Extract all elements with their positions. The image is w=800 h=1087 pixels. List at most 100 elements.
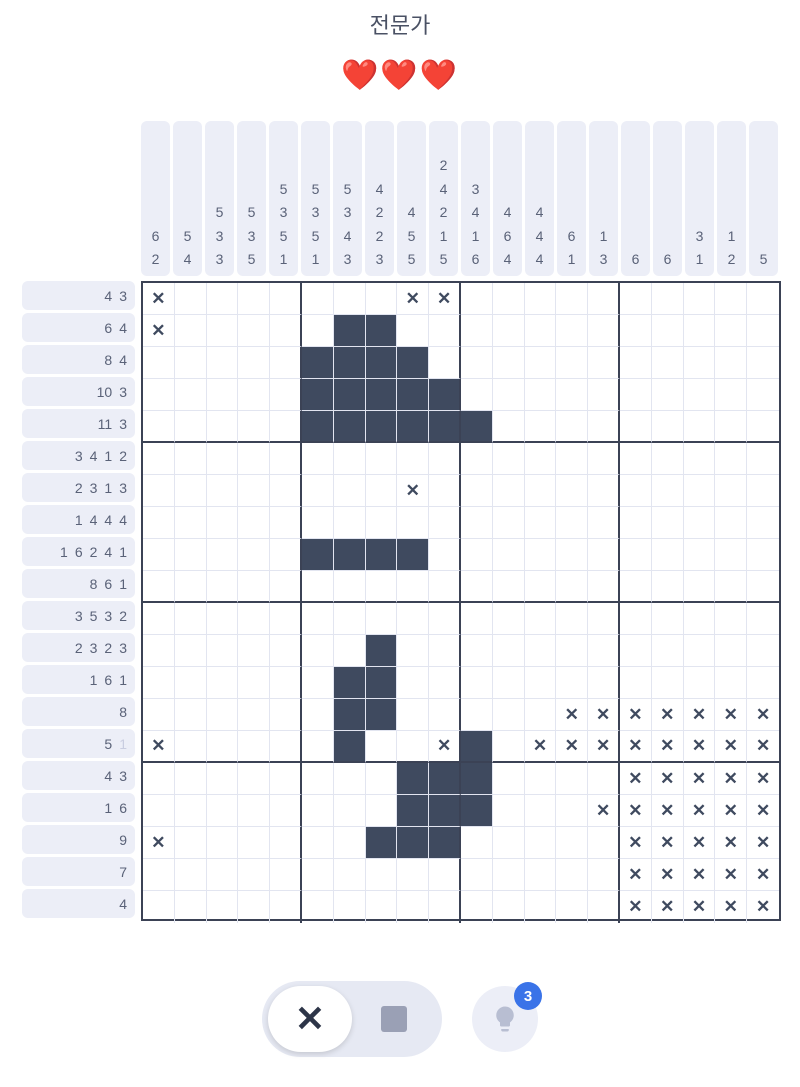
grid-cell[interactable] xyxy=(175,731,207,763)
grid-cell[interactable] xyxy=(397,443,429,475)
grid-cell[interactable] xyxy=(588,795,620,827)
grid-cell[interactable] xyxy=(429,859,461,891)
row-clue[interactable]: 8 xyxy=(22,697,135,726)
grid-cell[interactable] xyxy=(684,635,716,667)
grid-cell[interactable] xyxy=(461,635,493,667)
grid-cell[interactable] xyxy=(620,539,652,571)
grid-cell[interactable] xyxy=(334,315,366,347)
grid-cell[interactable] xyxy=(366,507,398,539)
grid-cell[interactable] xyxy=(525,379,557,411)
grid-cell[interactable] xyxy=(493,763,525,795)
grid-cell[interactable] xyxy=(556,859,588,891)
grid-cell[interactable] xyxy=(588,507,620,539)
grid-cell[interactable] xyxy=(747,315,779,347)
grid-cell[interactable] xyxy=(238,827,270,859)
grid-cell[interactable] xyxy=(493,667,525,699)
grid-cell[interactable] xyxy=(715,731,747,763)
grid-cell[interactable] xyxy=(525,283,557,315)
column-clue[interactable]: 54 xyxy=(173,121,202,276)
column-clue[interactable]: 4223 xyxy=(365,121,394,276)
grid-cell[interactable] xyxy=(747,891,779,923)
grid-cell[interactable] xyxy=(270,443,302,475)
grid-cell[interactable] xyxy=(493,539,525,571)
grid-cell[interactable] xyxy=(715,635,747,667)
grid-cell[interactable] xyxy=(493,411,525,443)
grid-cell[interactable] xyxy=(715,347,747,379)
grid-cell[interactable] xyxy=(207,347,239,379)
grid-cell[interactable] xyxy=(652,379,684,411)
grid-cell[interactable] xyxy=(620,731,652,763)
grid-cell[interactable] xyxy=(747,379,779,411)
grid-cell[interactable] xyxy=(366,411,398,443)
row-clue[interactable]: 861 xyxy=(22,569,135,598)
grid-cell[interactable] xyxy=(175,379,207,411)
grid-cell[interactable] xyxy=(493,603,525,635)
grid-cell[interactable] xyxy=(366,667,398,699)
grid-cell[interactable] xyxy=(620,859,652,891)
row-clue[interactable]: 103 xyxy=(22,377,135,406)
grid-cell[interactable] xyxy=(525,315,557,347)
grid-cell[interactable] xyxy=(588,859,620,891)
grid-cell[interactable] xyxy=(397,699,429,731)
grid-cell[interactable] xyxy=(556,763,588,795)
grid-cell[interactable] xyxy=(397,827,429,859)
grid-cell[interactable] xyxy=(366,699,398,731)
grid-cell[interactable] xyxy=(747,635,779,667)
grid-cell[interactable] xyxy=(238,507,270,539)
grid-cell[interactable] xyxy=(143,411,175,443)
row-clue[interactable]: 16241 xyxy=(22,537,135,566)
grid-cell[interactable] xyxy=(207,763,239,795)
grid-cell[interactable] xyxy=(366,827,398,859)
grid-cell[interactable] xyxy=(397,507,429,539)
grid-cell[interactable] xyxy=(588,475,620,507)
grid-cell[interactable] xyxy=(556,891,588,923)
grid-cell[interactable] xyxy=(175,539,207,571)
grid-cell[interactable] xyxy=(461,603,493,635)
grid-cell[interactable] xyxy=(302,539,334,571)
grid-cell[interactable] xyxy=(747,283,779,315)
grid-cell[interactable] xyxy=(270,475,302,507)
grid-cell[interactable] xyxy=(556,347,588,379)
grid-cell[interactable] xyxy=(556,699,588,731)
grid-cell[interactable] xyxy=(684,507,716,539)
grid-cell[interactable] xyxy=(461,891,493,923)
row-clue[interactable]: 64 xyxy=(22,313,135,342)
grid-cell[interactable] xyxy=(620,379,652,411)
grid-cell[interactable] xyxy=(302,475,334,507)
column-clue[interactable]: 61 xyxy=(557,121,586,276)
grid-cell[interactable] xyxy=(620,667,652,699)
grid-cell[interactable] xyxy=(747,571,779,603)
grid-cell[interactable] xyxy=(715,603,747,635)
row-clue[interactable]: 43 xyxy=(22,761,135,790)
column-clue[interactable]: 6 xyxy=(621,121,650,276)
grid-cell[interactable] xyxy=(143,315,175,347)
grid-cell[interactable] xyxy=(525,763,557,795)
grid-cell[interactable] xyxy=(334,507,366,539)
grid-cell[interactable] xyxy=(143,507,175,539)
grid-cell[interactable] xyxy=(207,379,239,411)
grid-cell[interactable] xyxy=(175,827,207,859)
grid-cell[interactable] xyxy=(334,859,366,891)
grid-cell[interactable] xyxy=(620,507,652,539)
grid-cell[interactable] xyxy=(684,859,716,891)
grid-cell[interactable] xyxy=(461,283,493,315)
grid-cell[interactable] xyxy=(747,763,779,795)
grid-cell[interactable] xyxy=(588,667,620,699)
grid-cell[interactable] xyxy=(652,507,684,539)
grid-cell[interactable] xyxy=(302,699,334,731)
grid-cell[interactable] xyxy=(334,603,366,635)
grid-cell[interactable] xyxy=(334,347,366,379)
grid-cell[interactable] xyxy=(238,795,270,827)
grid-cell[interactable] xyxy=(588,635,620,667)
grid-cell[interactable] xyxy=(366,315,398,347)
grid-cell[interactable] xyxy=(238,635,270,667)
column-clue[interactable]: 24215 xyxy=(429,121,458,276)
grid-cell[interactable] xyxy=(461,763,493,795)
grid-cell[interactable] xyxy=(397,411,429,443)
grid-cell[interactable] xyxy=(302,443,334,475)
grid-cell[interactable] xyxy=(302,667,334,699)
grid-cell[interactable] xyxy=(525,571,557,603)
grid-cell[interactable] xyxy=(334,571,366,603)
grid-cell[interactable] xyxy=(556,443,588,475)
grid-cell[interactable] xyxy=(556,603,588,635)
